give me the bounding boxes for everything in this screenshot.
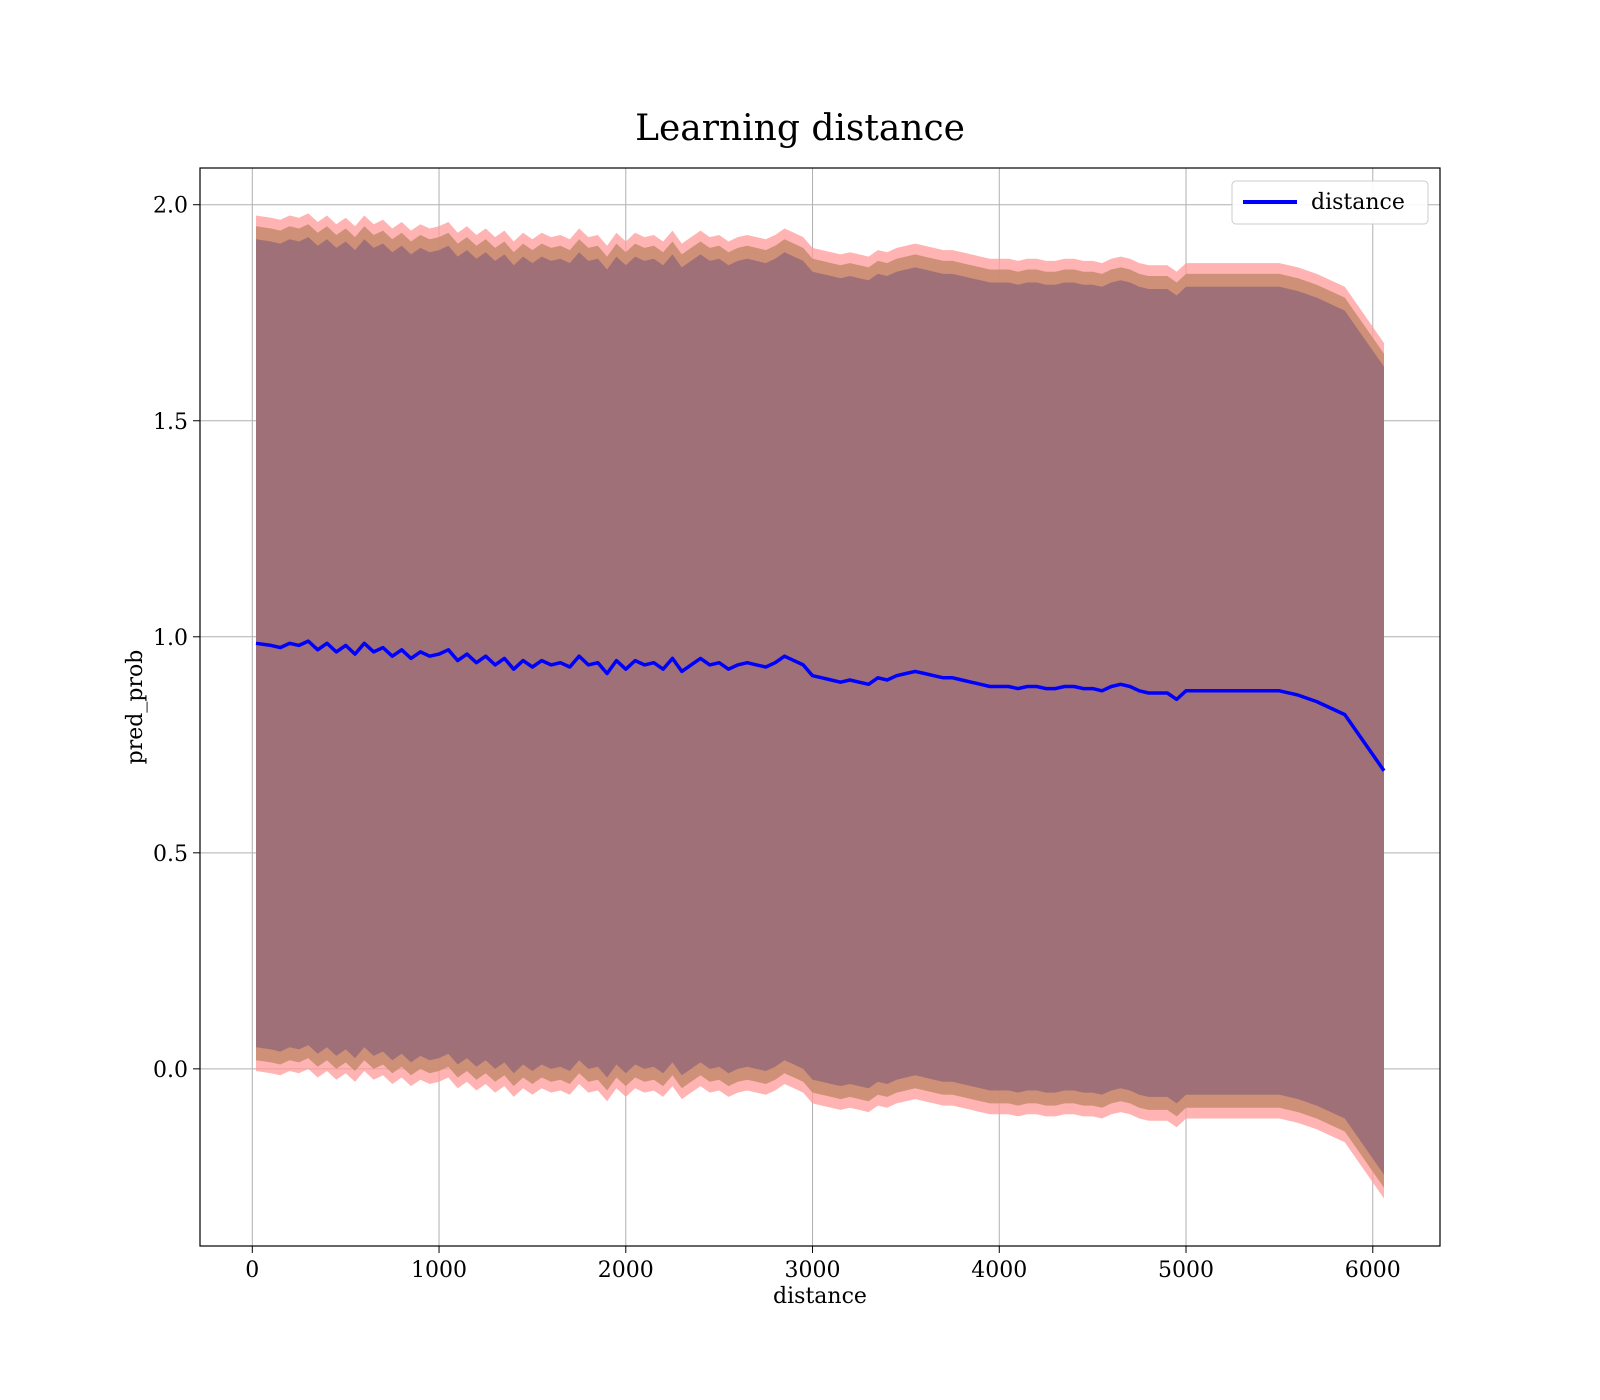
legend-label-distance: distance [1311, 190, 1405, 215]
y-axis-title: pred_prob [123, 650, 148, 765]
series [255, 639, 1386, 772]
y-tick-label-1: 0.5 [153, 842, 188, 867]
bands [256, 213, 1384, 1199]
x-tick-label-1: 1000 [411, 1258, 467, 1283]
y-tick-label-4: 2.0 [153, 194, 188, 219]
x-tick-label-6: 6000 [1345, 1258, 1401, 1283]
plot-frame [199, 167, 1441, 1247]
y-axis-ticks: 0.0 0.5 1.0 1.5 2.0 [153, 194, 200, 1083]
chart-title: Learning distance [635, 108, 965, 149]
x-axis-ticks: 0 1000 2000 3000 4000 5000 6000 [245, 1246, 1401, 1283]
x-axis-title: distance [773, 1284, 867, 1309]
x-tick-label-4: 4000 [971, 1258, 1027, 1283]
band-2 [256, 237, 1384, 1175]
legend: distance [1231, 180, 1429, 225]
series-line-distance [255, 639, 1386, 772]
x-tick-label-0: 0 [245, 1258, 259, 1283]
legend-box [1231, 180, 1429, 225]
x-tick-label-5: 5000 [1158, 1258, 1214, 1283]
y-tick-label-0: 0.0 [153, 1058, 188, 1083]
y-tick-label-2: 1.0 [153, 626, 188, 651]
x-tick-label-3: 3000 [785, 1258, 841, 1283]
y-tick-label-3: 1.5 [153, 410, 188, 435]
x-tick-label-2: 2000 [598, 1258, 654, 1283]
